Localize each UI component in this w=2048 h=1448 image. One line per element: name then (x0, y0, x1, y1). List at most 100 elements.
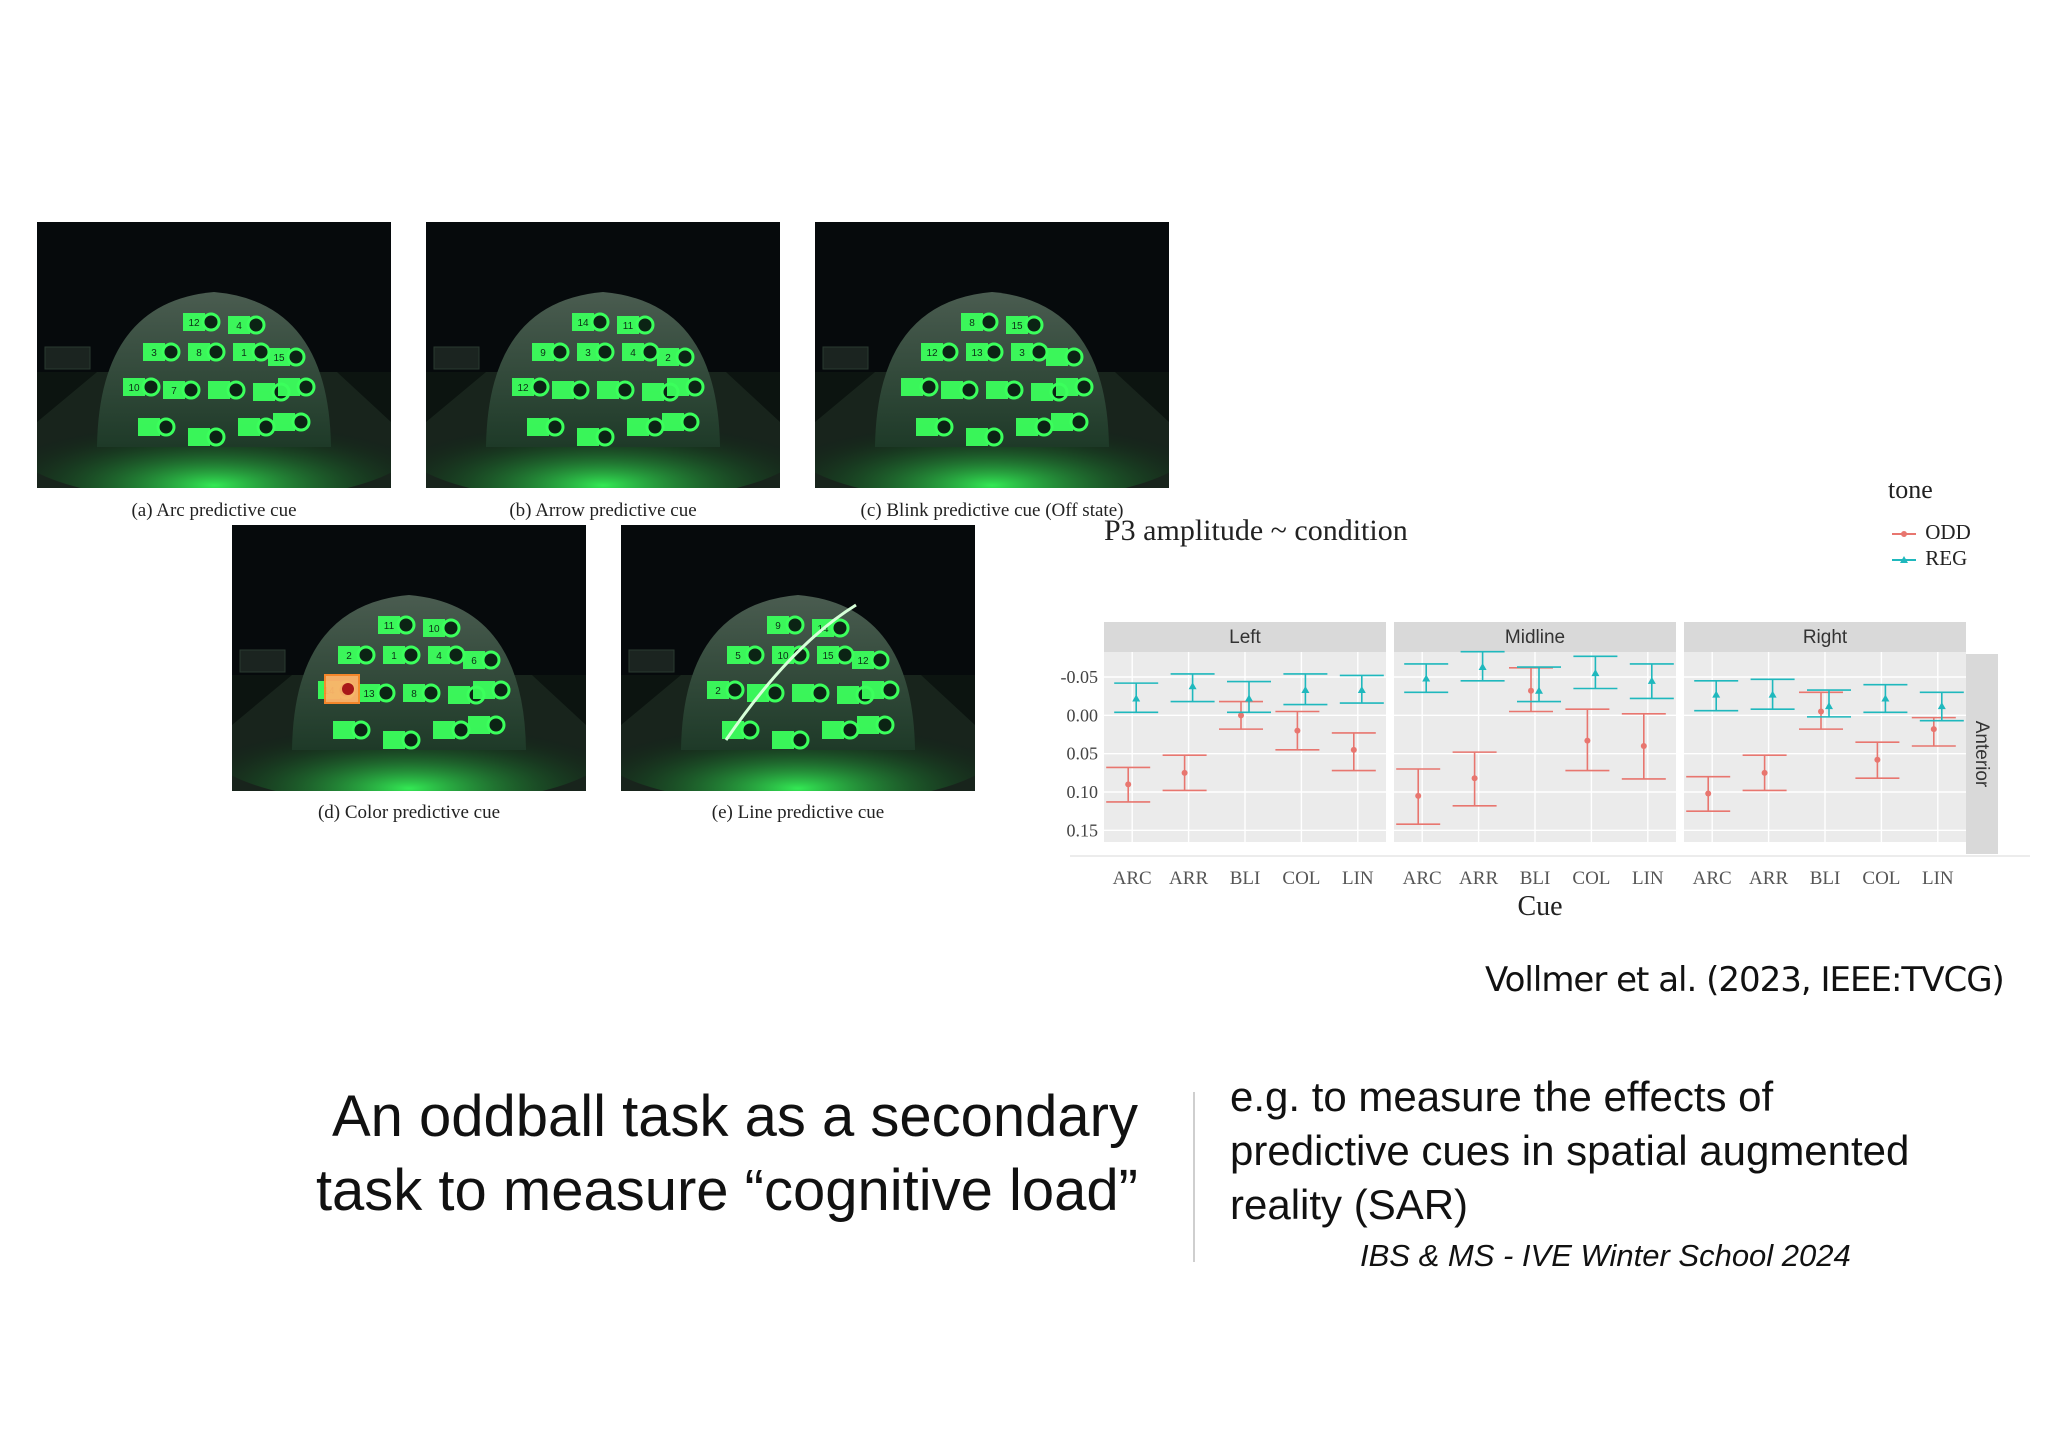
p3-amplitude-chart: P3 amplitude ~ condition -0.05 0.00 0.05 0.1… (1040, 480, 2048, 922)
headline-line-2: task to measure “cognitive load” (315, 1158, 1138, 1223)
row-facet-label: Anterior (1971, 721, 1992, 788)
errorbar-reg (1750, 678, 1795, 710)
point-odd (1584, 737, 1591, 744)
x-axis-label: Cue (1517, 891, 1562, 920)
footer-event: IBS & MS - IVE Winter School 2024 (1360, 1238, 1851, 1273)
x-tick-label: BLI (1520, 868, 1551, 889)
legend-odd-label: ODD (1925, 520, 1971, 544)
svg-text:3: 3 (151, 348, 157, 359)
x-tick-label: LIN (1922, 868, 1954, 889)
svg-text:6: 6 (471, 656, 477, 667)
errorbar-odd (1911, 716, 1956, 747)
caption-line-cue: (e) Line predictive cue (711, 802, 885, 823)
caption-arrow-cue: (b) Arrow predictive cue (509, 500, 697, 521)
photo-color-cue: 1110214614138 (232, 525, 586, 791)
point-odd (1294, 727, 1301, 734)
errorbar-odd (1275, 710, 1320, 751)
x-tick-label: COL (1282, 868, 1320, 889)
errorbar-reg (1919, 691, 1964, 722)
point-reg (1647, 676, 1656, 684)
errorbar-reg (1460, 650, 1505, 682)
svg-text:10: 10 (428, 624, 440, 635)
point-odd (1874, 756, 1881, 763)
svg-text:4: 4 (236, 321, 242, 332)
point-odd (1350, 746, 1357, 753)
facet-strip (1684, 622, 1966, 652)
svg-text:15: 15 (1011, 321, 1023, 332)
x-tick-label: ARR (1459, 868, 1498, 889)
caption-blink-cue: (c) Blink predictive cue (Off state) (860, 500, 1124, 521)
svg-text:2: 2 (346, 651, 352, 662)
point-reg (1535, 686, 1543, 694)
row-facet-strip (1966, 654, 1998, 854)
facet-label: Right (1803, 627, 1848, 648)
svg-text:12: 12 (188, 318, 200, 329)
svg-text:12: 12 (517, 383, 529, 394)
facet-label: Left (1229, 627, 1261, 648)
errorbar-reg (1807, 689, 1851, 718)
svg-text:11: 11 (384, 621, 395, 632)
errorbar-reg (1517, 666, 1561, 703)
point-odd (1528, 687, 1534, 694)
svg-text:13: 13 (363, 689, 375, 700)
point-odd (1705, 790, 1712, 797)
point-reg (1591, 669, 1600, 677)
errorbar-odd (1621, 713, 1666, 780)
point-reg (1478, 663, 1487, 671)
point-reg (1881, 694, 1890, 702)
caption-arc-cue: (a) Arc predictive cue (131, 500, 297, 521)
photo-blink-cue: 8 15 12 13 3 (815, 222, 1169, 488)
point-odd (1818, 708, 1824, 715)
x-tick-label: ARC (1693, 868, 1732, 889)
svg-text:13: 13 (971, 348, 983, 359)
point-reg (1712, 690, 1721, 698)
errorbar-odd (1331, 732, 1376, 772)
x-tick-label: COL (1862, 868, 1900, 889)
point-odd (1125, 781, 1132, 788)
point-odd (1415, 792, 1422, 799)
legend-reg-marker (1892, 556, 1916, 564)
errorbar-odd (1162, 754, 1207, 792)
point-odd (1640, 743, 1647, 749)
legend-reg-label: REG (1925, 546, 1968, 570)
point-odd (1761, 769, 1768, 776)
svg-text:15: 15 (822, 651, 834, 662)
point-odd (1238, 712, 1244, 719)
svg-text:7: 7 (171, 386, 177, 397)
errorbar-odd (1396, 768, 1441, 826)
point-reg (1132, 694, 1141, 702)
svg-text:2: 2 (665, 353, 671, 364)
errorbar-odd (1686, 775, 1731, 812)
svg-text:3: 3 (1019, 348, 1025, 359)
point-reg (1357, 686, 1366, 694)
x-tick-label: ARR (1749, 868, 1788, 889)
photo-arrow-cue: 14 11 9 3 4 2 12 (426, 222, 780, 488)
point-odd (1181, 769, 1188, 776)
point-odd (1930, 726, 1937, 733)
errorbar-reg (1863, 683, 1908, 714)
errorbar-odd (1565, 708, 1610, 772)
point-reg (1422, 674, 1431, 682)
point-reg (1245, 694, 1253, 702)
svg-text:1: 1 (391, 651, 397, 662)
errorbar-odd (1106, 766, 1151, 803)
svg-text:5: 5 (735, 651, 741, 662)
errorbar-odd (1855, 741, 1900, 780)
errorbar-reg (1227, 680, 1271, 714)
legend-item-reg: REG (1890, 546, 1967, 571)
errorbar-reg (1694, 680, 1739, 712)
x-tick-label: BLI (1230, 868, 1261, 889)
errorbar-odd (1219, 700, 1263, 730)
legend-title: tone (1888, 475, 1933, 504)
y-tick-label: 0.05 (1067, 744, 1099, 764)
side-text-line-1: e.g. to measure the effects of (1230, 1073, 1774, 1120)
citation: Vollmer et al. (2023, IEEE:TVCG) (1485, 960, 2005, 1000)
point-reg (1937, 702, 1946, 710)
errorbar-odd (1452, 751, 1497, 807)
point-reg (1825, 702, 1833, 710)
headline: An oddball task as a secondary task to m… (316, 1080, 1138, 1228)
errorbar-reg (1404, 663, 1449, 694)
caption-color-cue: (d) Color predictive cue (317, 802, 500, 823)
svg-text:10: 10 (128, 383, 140, 394)
x-tick-label: ARC (1113, 868, 1152, 889)
